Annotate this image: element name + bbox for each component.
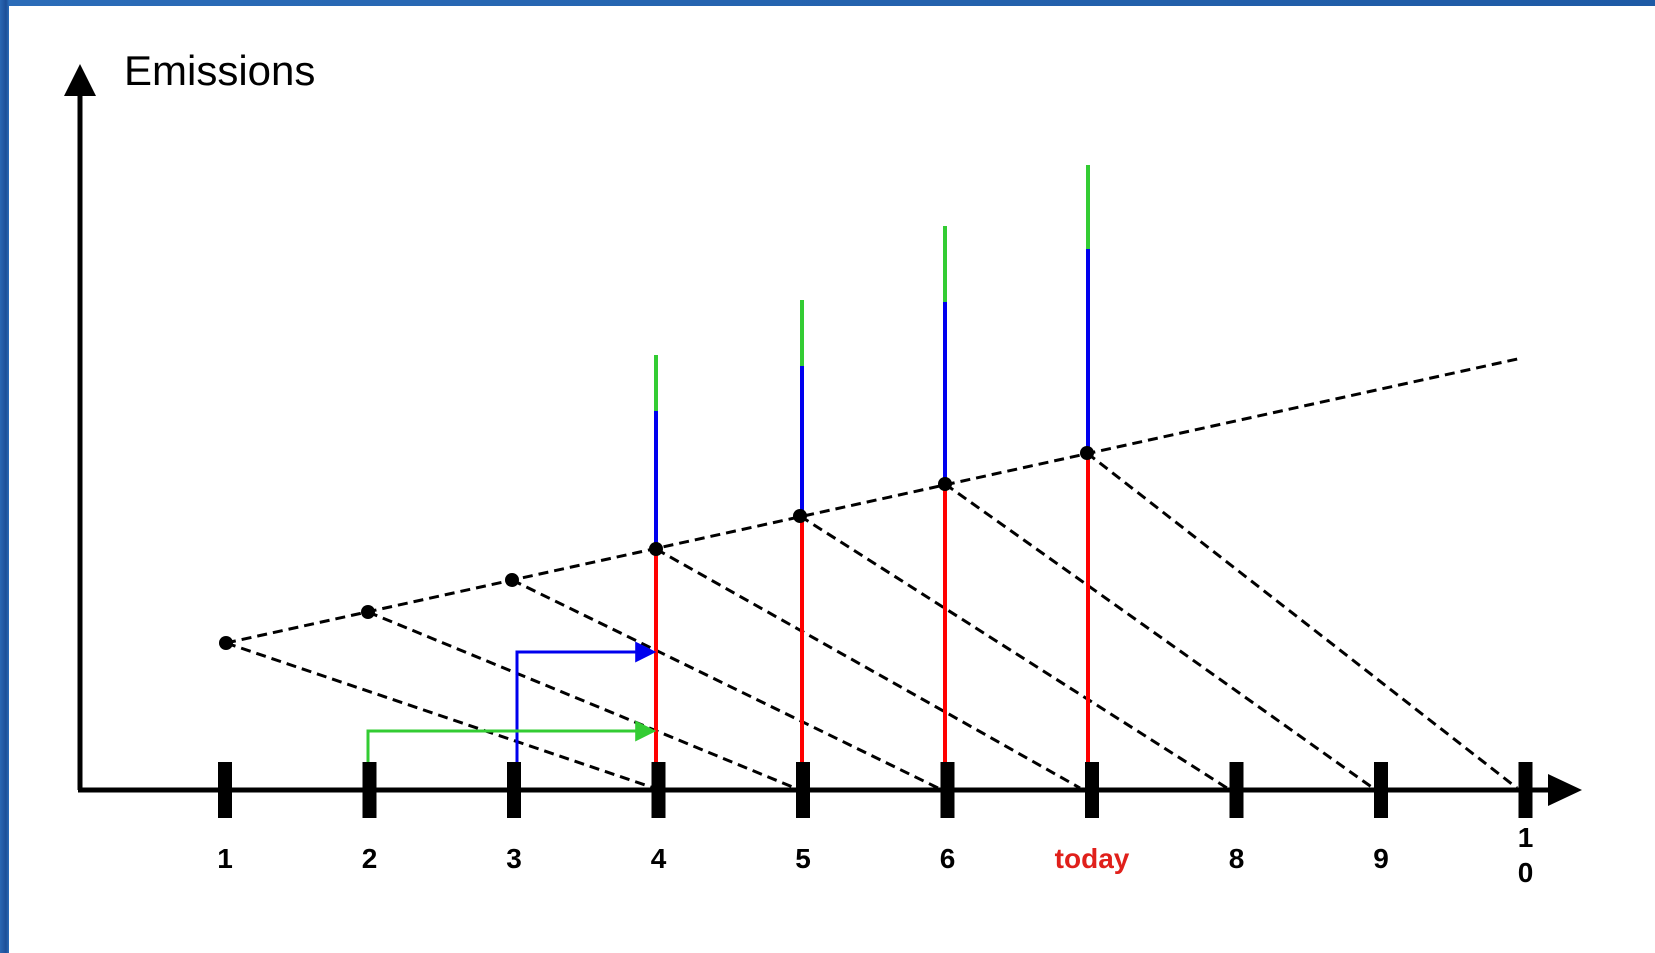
trend-point-today <box>1080 446 1094 460</box>
x-tick-mark-4 <box>651 762 666 818</box>
x-tick-label-9: 9 <box>1373 843 1389 874</box>
blue-transfer-arrow <box>515 641 657 762</box>
trend-point-3 <box>505 573 519 587</box>
x-tick-label-6: 6 <box>940 843 956 874</box>
x-tick-mark-1 <box>218 762 232 818</box>
dashed-trend-line <box>225 356 1523 645</box>
y-axis-arrow-icon <box>64 64 96 96</box>
x-tick-mark-5 <box>796 762 810 818</box>
trend-point-5 <box>793 509 807 523</box>
x-axis <box>78 774 1582 806</box>
green-transfer-arrow <box>366 720 657 762</box>
dashed-decay-line-2 <box>367 610 796 790</box>
x-tick-mark-3 <box>507 762 521 818</box>
x-tick-mark-10 <box>1518 762 1533 818</box>
dashed-decay-line-7 <box>1086 451 1518 790</box>
x-tick-label-5: 5 <box>795 843 811 874</box>
transfer-arrows <box>366 641 657 762</box>
x-tick-mark-7 <box>1085 762 1099 818</box>
x-tick-label-2: 2 <box>362 843 378 874</box>
x-tick-label-3: 3 <box>506 843 522 874</box>
trend-point-2 <box>361 605 375 619</box>
trend-point-4 <box>649 542 663 556</box>
x-tick-mark-9 <box>1374 762 1388 818</box>
x-axis-ticks: 1 2 3 4 5 6 today 8 9 1 0 <box>217 762 1533 888</box>
trend-points <box>219 446 1094 650</box>
x-tick-mark-8 <box>1229 762 1244 818</box>
trend-point-1 <box>219 636 233 650</box>
y-axis: Emissions <box>64 47 315 790</box>
dashed-decay-line-1 <box>225 641 655 790</box>
x-tick-label-8: 8 <box>1229 843 1245 874</box>
dashed-decay-line-3 <box>511 578 939 790</box>
dashed-decay-line-5 <box>799 514 1228 790</box>
y-axis-label: Emissions <box>124 47 315 94</box>
emission-columns <box>654 165 1090 788</box>
x-tick-mark-6 <box>940 762 955 818</box>
x-tick-mark-2 <box>362 762 377 818</box>
x-tick-label-4: 4 <box>651 843 667 874</box>
trend-point-6 <box>938 477 952 491</box>
x-tick-label-7: today <box>1055 843 1130 874</box>
dashed-decay-line-4 <box>655 547 1081 790</box>
x-tick-label-1: 1 <box>217 843 233 874</box>
dashed-decay-line-6 <box>944 482 1374 790</box>
x-axis-arrow-icon <box>1548 774 1582 806</box>
dashed-lines <box>225 356 1523 790</box>
